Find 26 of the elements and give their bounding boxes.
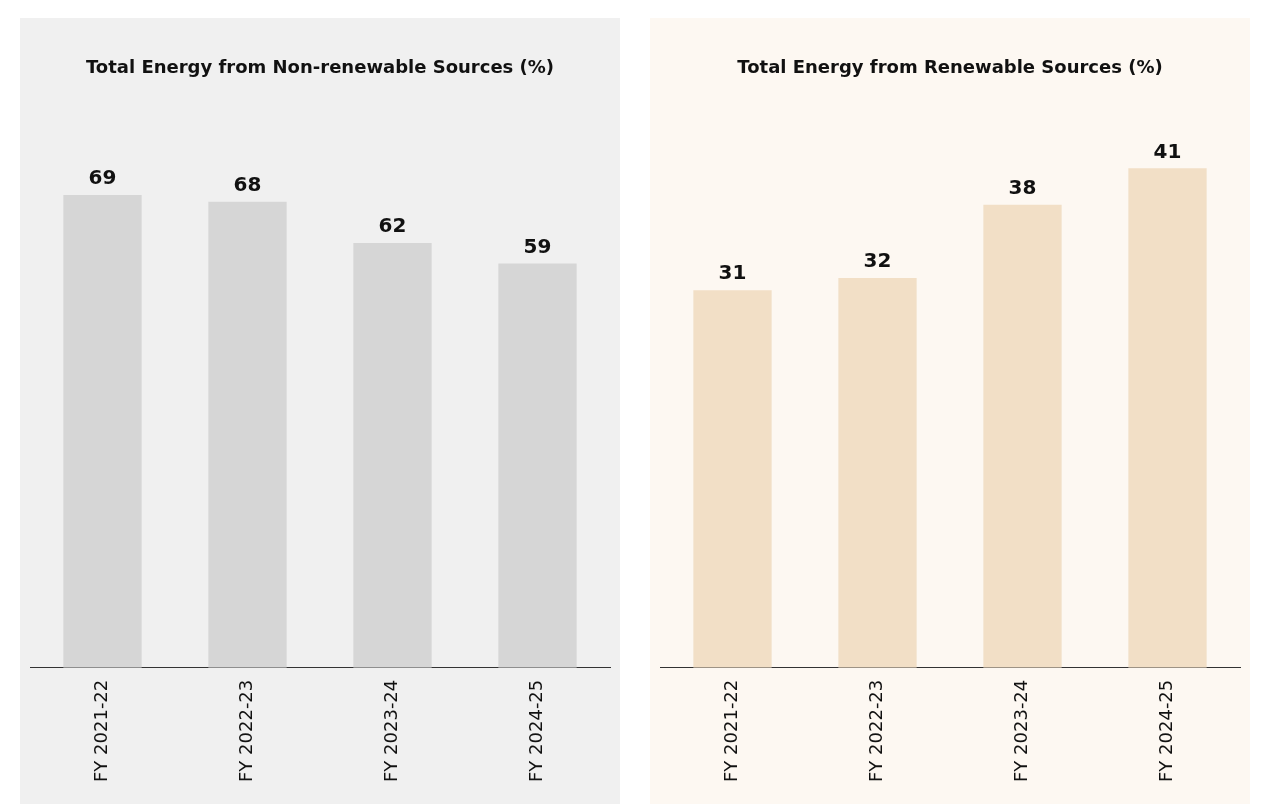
x-tick-label: FY 2021-22	[90, 679, 112, 782]
x-tick-label: FY 2021-22	[720, 679, 742, 782]
bar	[208, 201, 287, 668]
data-label: 38	[1008, 175, 1037, 200]
data-label: 59	[523, 233, 552, 258]
bar	[983, 204, 1062, 668]
bar	[1128, 168, 1207, 668]
x-tick-label: FY 2022-23	[235, 679, 257, 782]
data-label: 31	[718, 260, 747, 285]
x-tick-label: FY 2024-25	[525, 679, 547, 782]
x-tick-label: FY 2022-23	[865, 679, 887, 782]
bar	[693, 290, 772, 668]
data-label: 41	[1153, 138, 1182, 163]
bar	[63, 194, 142, 668]
chart-title: Total Energy from Non-renewable Sources (%)	[85, 56, 555, 78]
bar	[838, 277, 917, 668]
data-label: 62	[378, 213, 407, 238]
bar	[353, 242, 432, 668]
x-tick-label: FY 2024-25	[1155, 679, 1177, 782]
bar	[498, 263, 577, 668]
data-label: 69	[88, 165, 117, 190]
data-label: 32	[863, 248, 892, 273]
chart-title: Total Energy from Renewable Sources (%)	[737, 56, 1163, 78]
x-tick-label: FY 2023-24	[380, 679, 402, 782]
data-label: 68	[233, 172, 262, 197]
x-tick-label: FY 2023-24	[1010, 679, 1032, 782]
